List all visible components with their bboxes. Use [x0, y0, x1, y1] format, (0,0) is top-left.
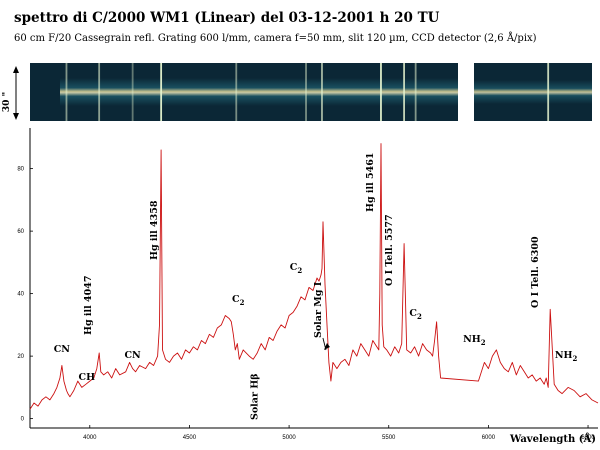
line-annotation: Hg ill 5461 — [365, 152, 376, 212]
strip-emission-line — [547, 63, 550, 121]
x-tick-label: 4000 — [83, 435, 97, 441]
annotation-text: CN — [125, 350, 142, 361]
x-tick-label: 4500 — [183, 435, 197, 441]
x-tick-label: 5500 — [382, 435, 396, 441]
strip-emission-line — [131, 63, 134, 121]
line-annotation: CN — [125, 350, 142, 361]
strip-emission-line — [380, 63, 382, 121]
line-annotation: Solar Mg I — [313, 281, 324, 338]
y-tick-label: 60 — [17, 229, 24, 235]
spectrum-series-line — [29, 143, 599, 410]
annotation-text: O I Tell. 6300 — [530, 236, 541, 308]
annotation-text: C — [232, 294, 240, 305]
strip-emission-line — [98, 63, 101, 121]
strip-emission-line — [403, 63, 405, 121]
annotation-text: CH — [79, 372, 96, 383]
strip-scale-label: 30 " — [2, 92, 12, 112]
annotation-subscript: 2 — [240, 298, 245, 307]
line-annotation: O I Tell. 5577 — [384, 214, 395, 286]
line-annotation: NH2 — [463, 334, 486, 347]
line-annotation: C2 — [290, 262, 303, 275]
strip-panel-left-glow — [60, 78, 458, 106]
y-tick-label: 20 — [17, 354, 24, 360]
strip-scale-arrow-up — [13, 66, 19, 73]
line-annotation: C2 — [409, 308, 422, 321]
strip-emission-line — [65, 63, 68, 121]
annotation-text: C — [290, 262, 298, 273]
mg-pointer-arrowhead — [323, 343, 330, 350]
annotation-subscript: 2 — [573, 354, 578, 363]
x-axis-label: Wavelength (Å) — [509, 433, 596, 445]
strip-scale-arrow-down — [13, 113, 19, 120]
line-annotation: CN — [54, 344, 71, 355]
annotation-text: NH — [555, 350, 573, 361]
line-annotation: CH — [79, 372, 96, 383]
strip-emission-lines — [65, 63, 550, 121]
line-annotation: Solar Hβ — [249, 373, 260, 420]
annotation-text: Hg ill 5461 — [365, 152, 376, 212]
y-tick-label: 0 — [21, 417, 25, 423]
chart-axes — [29, 128, 598, 429]
strip-emission-line — [160, 63, 163, 121]
x-tick-label: 6000 — [482, 435, 496, 441]
strip-emission-line — [321, 63, 323, 121]
annotation-text: Solar Hβ — [249, 373, 260, 420]
chart-ticks: 0 20 40 60 80 4000 4500 5000 5500 6000 6500 — [17, 167, 595, 441]
strip-emission-line — [414, 63, 417, 121]
chart-title: spettro di C/2000 WM1 (Linear) del 03-12… — [14, 10, 440, 26]
annotation-text: O I Tell. 5577 — [384, 214, 395, 286]
line-annotation: Hg ill 4358 — [149, 200, 160, 260]
line-annotation: NH2 — [555, 350, 578, 363]
line-annotation: C2 — [232, 294, 245, 307]
annotation-subscript: 2 — [481, 338, 486, 347]
line-annotation: O I Tell. 6300 — [530, 236, 541, 308]
y-tick-label: 80 — [17, 167, 24, 173]
annotation-text: CN — [54, 344, 71, 355]
strip-panel-right-glow — [474, 80, 592, 104]
x-tick-label: 6500 — [581, 435, 595, 441]
annotation-text: Solar Mg I — [313, 281, 324, 338]
strip-emission-line — [305, 63, 307, 121]
annotation-text: Hg ill 4358 — [149, 200, 160, 260]
chart-subtitle: 60 cm F/20 Cassegrain refl. Grating 600 … — [14, 33, 537, 44]
annotation-subscript: 2 — [297, 266, 302, 275]
annotation-text: Hg ill 4047 — [83, 275, 94, 335]
annotation-text: NH — [463, 334, 481, 345]
spectrum-image-strip: 30 " — [2, 63, 592, 121]
y-tick-label: 40 — [17, 292, 24, 298]
line-annotation: Hg ill 4047 — [83, 275, 94, 335]
annotation-subscript: 2 — [417, 312, 422, 321]
x-tick-label: 5000 — [282, 435, 296, 441]
annotation-text: C — [409, 308, 417, 319]
strip-emission-line — [235, 63, 238, 121]
